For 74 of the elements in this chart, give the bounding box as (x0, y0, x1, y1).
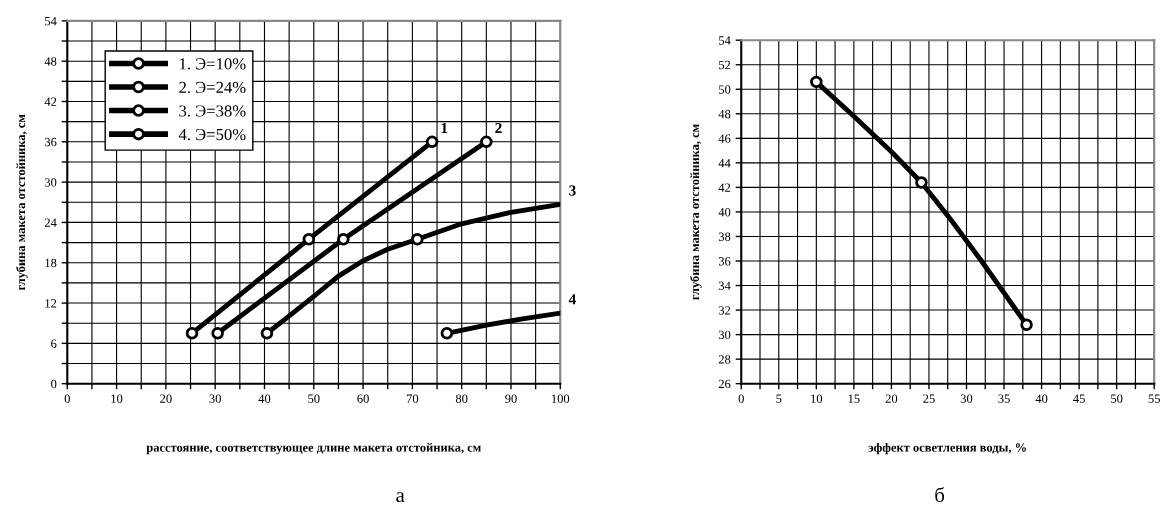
y-tick-label: 34 (718, 281, 731, 290)
x-tick-label: 5 (776, 394, 782, 403)
text: б (935, 486, 945, 503)
legend-label: 3. Э=38% (179, 105, 246, 117)
x-tick-label: 60 (357, 394, 369, 403)
point (915, 176, 928, 189)
y-tick-label: 42 (44, 97, 57, 106)
y-tick-label: 54 (719, 36, 731, 45)
legend-label: 4. Э=50% (178, 128, 246, 141)
y-tick-label: 32 (718, 306, 731, 315)
y-tick-label: 12 (45, 299, 57, 308)
x-tick-label: 70 (406, 394, 419, 403)
x-tick-label: 25 (923, 394, 935, 403)
x-tick-label: 50 (308, 394, 320, 403)
point (337, 232, 350, 246)
y-tick-label: 18 (45, 258, 57, 268)
annotation: 3 (569, 185, 576, 196)
y-tick-label: 40 (718, 207, 731, 217)
annotation: 4 (568, 294, 576, 305)
point (810, 75, 823, 89)
y-axis-title: глубина макета отстойника, см (690, 124, 702, 300)
x-tick-label: 50 (1111, 394, 1123, 403)
y-tick-label: 52 (719, 60, 731, 70)
y-tick-label: 36 (718, 257, 731, 266)
y-tick-label: 24 (44, 218, 57, 227)
point (185, 327, 199, 340)
x-tick-label: 30 (960, 394, 973, 403)
y-tick-label: 36 (44, 137, 57, 147)
y-tick-label: 48 (44, 57, 57, 66)
y-tick-label: 44 (718, 158, 731, 168)
x-tick-label: 90 (505, 394, 517, 403)
point (1020, 318, 1033, 332)
y-tick-label: 50 (719, 85, 731, 94)
x-tick-label: 10 (111, 394, 123, 403)
annotation: 2 (495, 122, 502, 133)
x-tick-label: 55 (1148, 394, 1160, 403)
x-tick-label: 80 (455, 394, 468, 403)
x-tick-label: 40 (1035, 394, 1048, 403)
x-tick-label: 45 (1073, 394, 1085, 403)
point (411, 232, 424, 246)
x-tick-label: 20 (885, 394, 898, 403)
point (425, 135, 439, 149)
x-tick-label: 0 (738, 394, 744, 403)
x-tick-label: 15 (848, 394, 860, 403)
y-tick-label: 0 (51, 379, 57, 389)
y-tick-label: 6 (51, 339, 57, 348)
y-tick-label: 26 (718, 379, 731, 389)
x-axis-title: эффект осветления воды, % (868, 442, 1026, 455)
x-tick-label: 40 (258, 394, 271, 403)
point (260, 327, 274, 340)
point (480, 135, 493, 149)
x-tick-label: 100 (552, 394, 570, 403)
point (440, 327, 454, 340)
x-axis-title: расстояние, соответствующее длине макета отстойника, см (146, 442, 481, 455)
y-axis-title: глубина макета отстойника, см (16, 114, 28, 291)
legend-label: 1. Э=10% (179, 58, 246, 70)
x-tick-label: 30 (209, 394, 221, 403)
y-tick-label: 28 (718, 355, 731, 364)
y-tick-label: 46 (718, 134, 731, 143)
y-tick-label: 38 (718, 232, 731, 241)
point (302, 232, 316, 246)
x-tick-label: 0 (64, 394, 70, 403)
y-tick-label: 54 (45, 16, 57, 26)
y-tick-label: 30 (718, 330, 731, 340)
y-tick-label: 30 (44, 178, 57, 187)
y-tick-label: 48 (718, 109, 731, 119)
point (211, 327, 224, 340)
annotation: 1 (441, 122, 448, 133)
legend-label: 2. Э=24% (179, 81, 246, 94)
text: а (396, 492, 405, 503)
x-tick-label: 35 (998, 394, 1010, 403)
x-tick-label: 20 (160, 394, 172, 403)
x-tick-label: 10 (811, 394, 823, 403)
y-tick-label: 42 (718, 183, 731, 192)
